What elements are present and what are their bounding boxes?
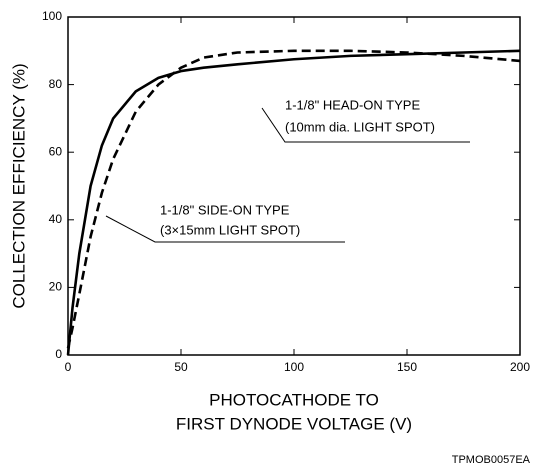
x-tick-label: 200 (510, 360, 530, 374)
footnote: TPMOB0057EA (452, 454, 531, 466)
series-line (66, 49, 521, 356)
x-tick-label: 0 (65, 360, 72, 374)
series-line (66, 49, 521, 349)
x-tick-label: 150 (397, 360, 417, 374)
annotation: (3×15mm LIGHT SPOT) (160, 222, 300, 237)
y-tick-label: 60 (49, 144, 63, 158)
y-tick-label: 40 (49, 212, 63, 226)
x-axis-label: FIRST DYNODE VOLTAGE (V) (176, 414, 412, 433)
annotation: 1-1/8" SIDE-ON TYPE (160, 202, 290, 217)
x-axis-label: PHOTOCATHODE TO (209, 390, 379, 409)
y-tick-label: 100 (42, 9, 62, 23)
annotation: (10mm dia. LIGHT SPOT) (285, 119, 435, 134)
y-tick-label: 80 (49, 77, 63, 91)
y-tick-label: 0 (55, 347, 62, 361)
y-axis-label: COLLECTION EFFICIENCY (%) (9, 63, 28, 308)
plot-frame (67, 16, 521, 356)
leader-line (105, 215, 345, 243)
annotation: 1-1/8" HEAD-ON TYPE (285, 97, 420, 112)
x-tick-label: 100 (284, 360, 304, 374)
y-tick-label: 20 (49, 280, 63, 294)
x-tick-label: 50 (174, 360, 188, 374)
leader-line (261, 107, 470, 143)
